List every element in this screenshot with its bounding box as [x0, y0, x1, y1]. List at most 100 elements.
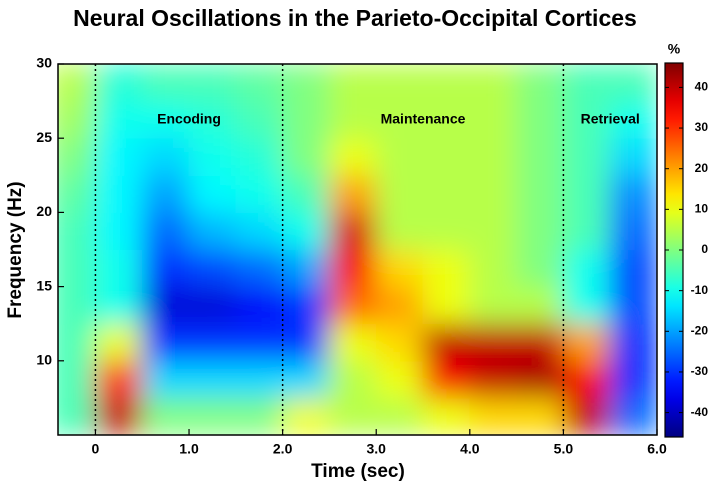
heat-cell [375, 137, 424, 176]
heat-cell [422, 397, 471, 435]
heat-cell [188, 64, 237, 102]
y-tick-label: 25 [36, 129, 52, 145]
heat-cell [609, 174, 657, 213]
heat-cell [328, 360, 377, 399]
heat-cell [141, 137, 190, 176]
heat-cell [328, 397, 377, 435]
heat-cell [328, 100, 377, 139]
heat-cell [58, 360, 96, 399]
heat-cell [422, 137, 471, 176]
heat-cell [282, 174, 330, 213]
heat-cell [375, 397, 424, 435]
colorbar-tick-label: 20 [695, 161, 709, 175]
heat-cell [469, 100, 518, 139]
colorbar-label: % [668, 41, 681, 57]
heat-cell [328, 286, 377, 325]
heat-cell [94, 137, 143, 176]
heat-cell [141, 174, 190, 213]
heat-cell [282, 100, 330, 139]
heat-cell [94, 323, 143, 362]
heat-cell [235, 64, 284, 102]
heat-cell [188, 137, 237, 176]
heat-cell [141, 64, 190, 102]
heat-cell [469, 360, 518, 399]
plot-frame [57, 63, 658, 436]
heat-cell [188, 323, 237, 362]
heat-cell [188, 211, 237, 250]
heat-cell [58, 323, 96, 362]
heat-cell [235, 211, 284, 250]
heat-cell [94, 360, 143, 399]
y-tick-label: 10 [36, 352, 52, 368]
heat-cell [516, 360, 564, 399]
colorbar-tick-label: 30 [695, 120, 709, 134]
colorbar-tick-label: 0 [701, 242, 708, 256]
x-axis-label: Time (sec) [311, 461, 405, 482]
heat-cell [375, 211, 424, 250]
heat-cell [58, 174, 96, 213]
heat-cell [141, 249, 190, 288]
heat-cell [188, 174, 237, 213]
heat-cell [235, 323, 284, 362]
heat-cell [375, 360, 424, 399]
heat-cell [562, 249, 611, 288]
heat-cell [469, 323, 518, 362]
heat-cell [375, 64, 424, 102]
heat-cell [235, 137, 284, 176]
heat-cell [516, 397, 564, 435]
heat-cell [562, 137, 611, 176]
heat-cell [469, 286, 518, 325]
heat-cell [328, 211, 377, 250]
y-tick-label: 30 [36, 55, 52, 71]
heat-cell [58, 249, 96, 288]
heat-cell [516, 174, 564, 213]
heat-cell [516, 64, 564, 102]
heat-cell [562, 323, 611, 362]
heat-cell [422, 323, 471, 362]
heat-cell [422, 211, 471, 250]
heat-cell [328, 174, 377, 213]
heat-cell [188, 286, 237, 325]
heat-cell [562, 174, 611, 213]
heat-cell [141, 323, 190, 362]
heat-cell [235, 174, 284, 213]
heat-cell [141, 100, 190, 139]
heat-cell [562, 100, 611, 139]
heat-cell [375, 100, 424, 139]
phase-label: Retrieval [581, 111, 640, 127]
x-tick-label: 5.0 [554, 441, 574, 457]
phase-label: Maintenance [381, 111, 466, 127]
heat-cell [94, 249, 143, 288]
heat-cell [609, 249, 657, 288]
colorbar-tick-label: 40 [695, 80, 709, 94]
y-tick-label: 20 [36, 203, 52, 219]
heat-cell [609, 323, 657, 362]
x-tick-label: 3.0 [366, 441, 386, 457]
heat-cell [609, 286, 657, 325]
heat-cell [422, 286, 471, 325]
heat-cell [516, 323, 564, 362]
heat-cell [94, 397, 143, 435]
heat-cell [94, 211, 143, 250]
heat-cell [94, 174, 143, 213]
colorbar-tick-label: -20 [691, 323, 709, 337]
y-tick-label: 15 [36, 277, 52, 293]
y-axis-label: Frequency (Hz) [5, 181, 26, 318]
heat-cell [609, 397, 657, 435]
heatmap [58, 64, 657, 435]
heat-cell [58, 64, 96, 102]
heat-cell [609, 360, 657, 399]
heat-cell [282, 286, 330, 325]
heat-cell [516, 211, 564, 250]
heat-cell [235, 249, 284, 288]
heat-cell [469, 174, 518, 213]
heat-cell [375, 323, 424, 362]
heat-cell [58, 100, 96, 139]
heat-cell [58, 286, 96, 325]
x-tick-label: 1.0 [179, 441, 199, 457]
heat-cell [422, 64, 471, 102]
heat-cell [141, 286, 190, 325]
colorbar-tick-label: -30 [691, 364, 709, 378]
heat-cell [562, 211, 611, 250]
